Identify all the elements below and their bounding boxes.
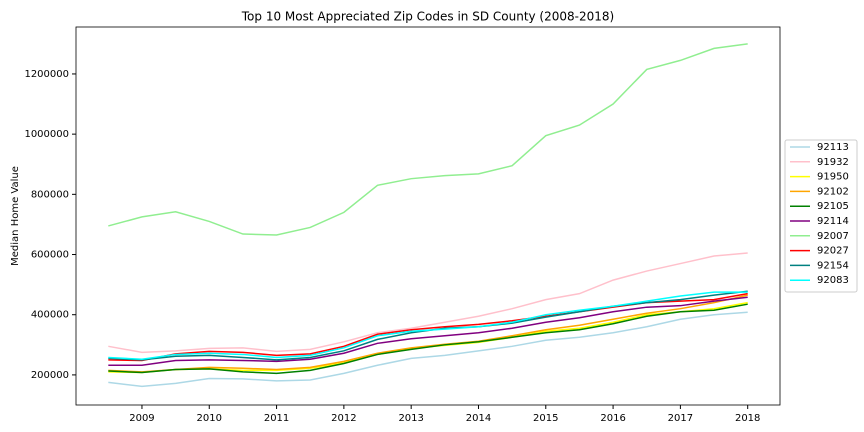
x-tick-label: 2012 <box>331 413 356 424</box>
y-tick-label: 1000000 <box>24 129 69 140</box>
x-tick-label: 2013 <box>398 413 423 424</box>
series-line <box>108 291 748 361</box>
legend-label: 92114 <box>817 216 849 227</box>
legend-label: 92154 <box>817 260 849 271</box>
series-line <box>108 311 748 388</box>
series-line <box>108 294 748 373</box>
legend-label: 92113 <box>817 142 849 153</box>
y-tick-label: 800000 <box>31 189 69 200</box>
legend-label: 92105 <box>817 201 849 212</box>
x-tick-label: 2010 <box>197 413 222 424</box>
series-line <box>108 303 748 375</box>
x-tick-label: 2017 <box>668 413 693 424</box>
y-tick-label: 400000 <box>31 310 69 321</box>
series-line <box>108 252 748 354</box>
y-tick-label: 200000 <box>31 370 69 381</box>
series-line <box>108 296 748 367</box>
plot-frame <box>75 26 781 406</box>
chart-title: Top 10 Most Appreciated Zip Codes in SD … <box>241 10 614 24</box>
legend-box <box>784 139 858 293</box>
legend-label: 92083 <box>817 275 849 286</box>
y-tick-label: 1200000 <box>24 69 69 80</box>
series-line <box>108 43 748 236</box>
series-line <box>108 292 748 362</box>
y-axis-label: Median Home Value <box>10 166 21 266</box>
x-tick-label: 2009 <box>129 413 154 424</box>
x-tick-label: 2016 <box>600 413 625 424</box>
x-tick-label: 2015 <box>533 413 558 424</box>
legend-label: 91950 <box>817 172 849 183</box>
legend-label: 91932 <box>817 157 849 168</box>
legend-label: 92102 <box>817 186 849 197</box>
x-tick-label: 2018 <box>735 413 760 424</box>
x-tick-label: 2011 <box>264 413 289 424</box>
legend-label: 92027 <box>817 246 849 257</box>
y-tick-label: 600000 <box>31 250 69 261</box>
legend-label: 92007 <box>817 231 849 242</box>
x-tick-label: 2014 <box>466 413 491 424</box>
